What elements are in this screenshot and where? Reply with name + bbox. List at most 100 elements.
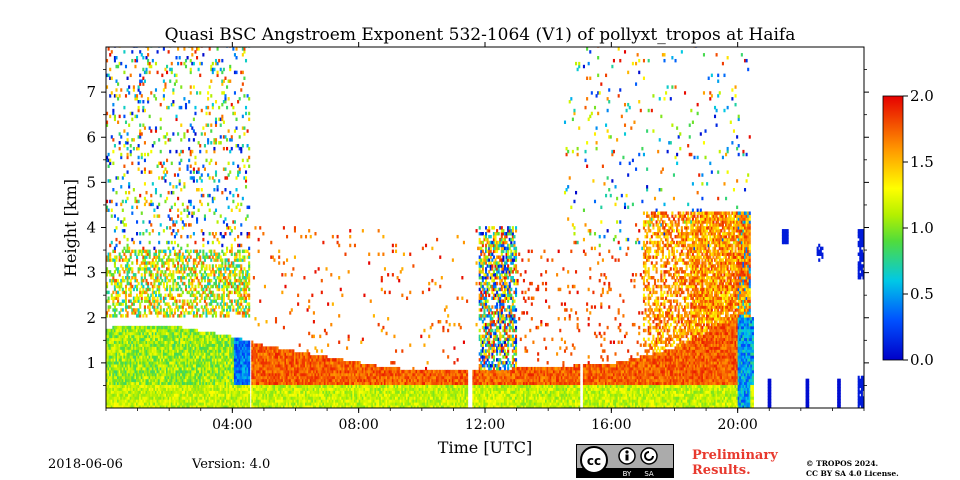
heat-cell [110,91,113,95]
heat-cell [118,381,121,386]
heat-cell [143,261,146,265]
heat-cell [202,340,205,344]
heat-cell [113,378,116,383]
heat-cell [118,311,121,315]
heat-cell [145,325,148,330]
heat-cell [162,396,165,400]
heat-cell [235,273,238,277]
heat-cell [109,273,112,277]
heat-cell [115,355,118,359]
heat-cell [128,246,131,251]
heat-cell [148,369,151,374]
heat-cell [134,343,137,347]
heat-cell [222,299,225,303]
heat-cell [131,237,134,242]
heat-cell [124,381,128,386]
heat-cell [186,273,189,277]
heat-cell [188,334,191,339]
heat-cell [170,273,173,277]
heat-cell [180,258,183,262]
heat-cell [156,331,159,336]
heat-cell [110,76,113,80]
heat-cell [246,129,249,133]
heat-cell [191,47,194,51]
heat-cell [162,88,165,92]
heat-cell [177,331,180,336]
heat-cell [158,284,161,289]
heat-cell [194,267,197,271]
heat-cell [248,369,251,374]
heat-cell [128,267,131,271]
heat-cell [207,372,210,377]
heat-cell [184,405,188,408]
heat-cell [106,337,109,342]
heat-cell [110,361,113,365]
heat-cell [196,358,199,362]
heat-cell [208,161,211,166]
heat-cell [129,290,132,295]
heat-cell [166,364,169,368]
heat-cell [178,369,181,374]
heat-cell [175,73,178,78]
heat-cell [120,393,123,397]
heat-cell [129,349,132,353]
heat-cell [173,240,176,245]
heat-cell [139,305,142,309]
heat-cell [189,149,192,154]
heat-cell [150,378,153,383]
heat-cell [164,369,167,374]
heat-cell [196,355,199,359]
heat-cell [229,79,232,83]
heat-cell [129,144,132,148]
heat-cell [150,346,153,350]
heat-cell [161,372,164,377]
heat-cell [200,375,203,380]
heat-cell [123,378,126,383]
heat-cell [164,355,167,359]
heat-cell [147,334,150,339]
heat-cell [241,158,244,163]
heat-cell [129,364,132,368]
heat-cell [194,402,197,406]
heat-cell [235,126,238,130]
heat-cell [194,299,197,303]
heat-cell [147,378,150,383]
heat-cell [205,361,208,365]
heat-cell [175,302,178,306]
heat-cell [167,358,170,362]
heat-cell [140,364,143,368]
heat-cell [150,281,153,286]
heat-cell [177,375,180,380]
heat-cell [278,249,281,254]
heat-cell [188,349,191,353]
heat-cell [117,369,120,374]
heat-cell [126,146,129,151]
heat-cell [134,352,137,356]
heat-cell [139,396,142,400]
heat-cell [139,331,142,336]
heat-cell [169,290,172,295]
heat-cell [205,372,208,377]
heat-cell [112,340,115,344]
heat-cell [124,369,128,374]
heat-cell [200,293,203,298]
heat-cell [183,208,186,212]
heat-cell [113,369,116,374]
heat-cell [178,252,181,256]
heat-cell [145,56,148,60]
heat-cell [169,334,172,339]
heat-cell [136,205,139,210]
heat-cell [240,302,243,306]
heat-cell [164,141,167,145]
heat-cell [113,270,116,274]
heat-cell [173,296,176,300]
heat-cell [216,237,219,242]
heat-cell [115,267,118,271]
heat-cell [222,296,225,300]
heat-cell [150,149,153,154]
heat-cell [131,384,134,388]
heat-cell [214,232,218,236]
heat-cell [191,405,194,408]
heat-cell [186,349,189,353]
heat-cell [124,349,128,353]
